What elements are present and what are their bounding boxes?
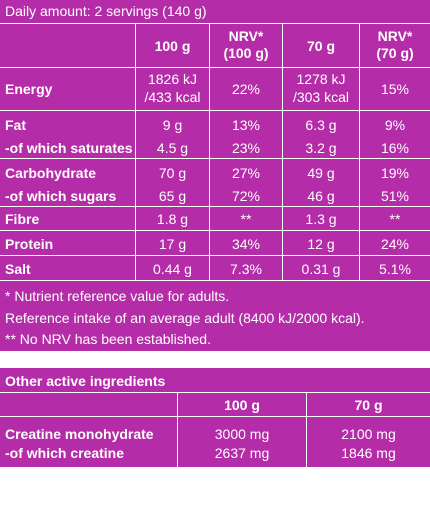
col-header-nrv70-line1: NRV*: [377, 28, 413, 44]
cell-fibre-nrv70: **: [389, 211, 401, 227]
cell-energy-70g-kj: 1278 kJ: [296, 71, 346, 87]
cell-carbohydrate-100g: 70 g: [158, 165, 187, 181]
footnote-nrv: * Nutrient reference value for adults.: [5, 288, 230, 304]
rule: [0, 280, 430, 281]
cell-creatine-monohydrate-70g: 2100 mg: [341, 426, 396, 442]
cell-creatine-70g: 1846 mg: [341, 445, 396, 461]
cell-energy-100g-kj: 1826 kJ: [147, 71, 198, 87]
cell-saturates-70g: 3.2 g: [305, 140, 337, 156]
col-header-nrv70-line2: (70 g): [376, 45, 414, 61]
cell-carbohydrate-nrv100: 27%: [231, 165, 261, 181]
cell-protein-100g: 17 g: [158, 236, 187, 252]
cell-energy-100g-kcal: /433 kcal: [144, 89, 201, 105]
cell-salt-70g: 0.31 g: [301, 261, 341, 277]
rule: [135, 23, 136, 280]
cell-sugars-70g: 46 g: [307, 188, 335, 204]
other-col-header-70g: 70 g: [354, 397, 383, 413]
rule: [0, 392, 430, 393]
col-header-nrv100-line1: NRV*: [228, 28, 264, 44]
cell-fat-nrv70: 9%: [384, 117, 406, 133]
nutrition-table: Daily amount: 2 servings (140 g) 100 g N…: [0, 0, 430, 351]
col-header-100g: 100 g: [154, 38, 191, 54]
footnote-no-nrv: ** No NRV has been established.: [5, 331, 211, 347]
cell-fibre-100g: 1.8 g: [156, 211, 189, 227]
cell-energy-nrv70: 15%: [380, 81, 410, 97]
cell-fat-nrv100: 13%: [231, 117, 261, 133]
cell-creatine-100g: 2637 mg: [214, 445, 270, 461]
rule: [0, 158, 430, 159]
rule: [209, 23, 210, 280]
cell-energy-70g-kcal: /303 kcal: [292, 89, 350, 105]
footnote-reference-intake: Reference intake of an average adult (84…: [5, 310, 365, 326]
other-ingredients-table: Other active ingredients 100 g 70 g Crea…: [0, 368, 430, 467]
rule: [0, 416, 430, 417]
row-label-of-which-creatine: -of which creatine: [5, 445, 125, 461]
cell-fat-100g: 9 g: [162, 117, 183, 133]
cell-protein-70g: 12 g: [307, 236, 335, 252]
other-ingredients-title: Other active ingredients: [5, 373, 166, 389]
row-label-creatine-monohydrate: Creatine monohydrate: [5, 426, 154, 442]
cell-protein-nrv100: 34%: [231, 236, 261, 252]
cell-sugars-nrv70: 51%: [380, 188, 410, 204]
cell-energy-nrv100: 22%: [231, 81, 261, 97]
rule: [359, 23, 360, 280]
row-label-protein: Protein: [5, 236, 54, 252]
row-label-energy: Energy: [5, 81, 53, 97]
cell-saturates-100g: 4.5 g: [156, 140, 189, 156]
row-label-carbohydrate: Carbohydrate: [5, 165, 97, 181]
cell-fibre-nrv100: **: [240, 211, 252, 227]
row-label-fibre: Fibre: [5, 211, 40, 227]
cell-sugars-nrv100: 72%: [231, 188, 261, 204]
row-label-salt: Salt: [5, 261, 31, 277]
daily-amount: Daily amount: 2 servings (140 g): [5, 3, 207, 19]
rule: [0, 230, 430, 231]
rule: [0, 67, 430, 68]
cell-fibre-70g: 1.3 g: [305, 211, 337, 227]
col-header-70g: 70 g: [306, 38, 335, 54]
col-header-nrv100-line2: (100 g): [223, 45, 269, 61]
cell-saturates-nrv100: 23%: [231, 140, 261, 156]
other-col-header-100g: 100 g: [224, 397, 260, 413]
cell-protein-nrv70: 24%: [380, 236, 410, 252]
cell-carbohydrate-70g: 49 g: [307, 165, 335, 181]
cell-carbohydrate-nrv70: 19%: [380, 165, 410, 181]
rule: [0, 23, 430, 24]
rule: [177, 392, 178, 467]
rule: [0, 255, 430, 256]
cell-salt-100g: 0.44 g: [153, 261, 192, 277]
rule: [306, 392, 307, 467]
cell-salt-nrv70: 5.1%: [379, 261, 411, 277]
rule: [0, 110, 430, 111]
cell-creatine-monohydrate-100g: 3000 mg: [214, 426, 270, 442]
rule: [282, 23, 283, 280]
row-label-saturates: -of which saturates: [5, 140, 133, 156]
cell-salt-nrv100: 7.3%: [230, 261, 262, 277]
row-label-sugars: -of which sugars: [5, 188, 117, 204]
cell-saturates-nrv70: 16%: [380, 140, 410, 156]
row-label-fat: Fat: [5, 117, 26, 133]
rule: [0, 206, 430, 207]
cell-fat-70g: 6.3 g: [305, 117, 337, 133]
cell-sugars-100g: 65 g: [158, 188, 187, 204]
